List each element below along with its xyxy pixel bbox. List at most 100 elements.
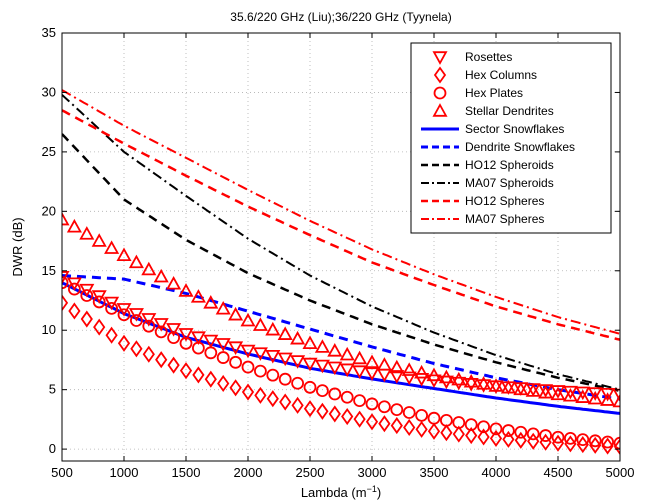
data-point	[117, 334, 131, 352]
data-point	[401, 362, 417, 376]
data-point	[155, 351, 168, 369]
data-point	[228, 306, 244, 321]
data-point	[612, 388, 620, 403]
data-point	[252, 347, 268, 361]
data-point	[315, 384, 329, 398]
data-point	[513, 381, 529, 396]
x-tick-label: 4500	[544, 465, 573, 480]
x-tick-label: 5000	[606, 465, 635, 480]
plot-frame	[61, 32, 621, 462]
data-point	[401, 371, 417, 386]
chart-title: 35.6/220 GHz (Liu);36/220 GHz (Tyynela)	[230, 10, 451, 24]
legend-item: Rosettes	[432, 50, 512, 65]
data-point	[241, 360, 255, 374]
data-point	[353, 410, 366, 428]
x-axis-label-exponent: −1	[367, 484, 377, 494]
data-point	[141, 261, 157, 276]
data-point	[500, 379, 516, 394]
data-point	[589, 436, 602, 454]
x-axis-label-main: Lambda (m	[301, 485, 367, 500]
data-point	[62, 211, 70, 226]
data-point	[216, 351, 230, 364]
data-point	[203, 295, 219, 309]
data-point	[278, 372, 292, 386]
data-point	[550, 385, 566, 399]
series-layer	[62, 89, 620, 456]
data-point	[340, 390, 354, 404]
data-point	[365, 397, 379, 411]
data-point	[178, 283, 194, 297]
data-point	[538, 384, 554, 399]
data-point	[192, 366, 205, 384]
data-point	[328, 387, 342, 401]
data-point	[415, 420, 428, 438]
data-point	[240, 344, 256, 359]
data-point	[215, 338, 231, 352]
series-ma07-spheres	[62, 89, 620, 335]
data-point	[265, 349, 281, 364]
legend-item: MA07 Spheroids	[421, 176, 554, 190]
data-point	[587, 387, 603, 401]
data-point	[117, 308, 131, 322]
data-point	[229, 355, 243, 369]
data-point	[105, 301, 118, 315]
data-point	[93, 318, 106, 336]
data-point	[303, 400, 317, 418]
data-point	[526, 427, 540, 441]
legend-marker	[433, 86, 447, 100]
data-point	[439, 413, 453, 427]
data-point	[179, 362, 193, 380]
x-tick-label: 3000	[358, 465, 387, 480]
x-axis-label: Lambda (m−1)	[301, 484, 381, 500]
data-point	[576, 436, 589, 454]
data-point	[514, 425, 528, 439]
data-point	[105, 326, 118, 344]
x-tick-label: 4000	[482, 465, 511, 480]
data-point	[501, 424, 515, 437]
data-point	[463, 373, 479, 388]
data-point	[178, 328, 194, 342]
data-point	[228, 341, 244, 355]
data-point	[364, 354, 380, 369]
data-point	[489, 429, 503, 447]
data-point	[290, 355, 306, 369]
data-point	[414, 364, 430, 379]
data-point	[217, 374, 230, 393]
data-point	[476, 376, 492, 390]
y-axis-label: DWR (dB)	[10, 217, 25, 276]
data-point	[339, 346, 355, 361]
data-point	[141, 313, 157, 327]
y-tick-label: 20	[42, 203, 56, 218]
series-line	[62, 109, 620, 341]
data-point	[377, 400, 391, 414]
data-point	[562, 387, 578, 402]
data-point	[451, 371, 467, 386]
data-point	[339, 363, 355, 378]
data-point	[166, 276, 182, 290]
data-point	[390, 417, 403, 435]
legend-item: Hex Columns	[433, 66, 537, 84]
data-point	[290, 330, 306, 345]
data-point	[588, 434, 602, 448]
legend-marker	[433, 66, 447, 84]
data-point	[378, 415, 391, 433]
data-point	[314, 339, 330, 353]
legend-label: Sector Snowflakes	[465, 122, 564, 136]
data-point	[426, 367, 442, 382]
series-ma07-spheroids	[62, 94, 620, 391]
legend-marker	[432, 103, 448, 117]
data-point	[341, 407, 354, 426]
data-point	[551, 430, 565, 444]
data-point	[62, 294, 69, 312]
legend-marker	[432, 51, 448, 65]
data-point	[365, 413, 379, 431]
data-point	[167, 356, 180, 374]
data-point	[277, 326, 293, 340]
data-point	[327, 361, 343, 376]
data-point	[427, 411, 441, 425]
data-point	[389, 359, 405, 374]
data-point	[476, 379, 492, 393]
data-point	[68, 282, 81, 296]
data-point	[364, 367, 380, 381]
series-line	[62, 94, 620, 391]
